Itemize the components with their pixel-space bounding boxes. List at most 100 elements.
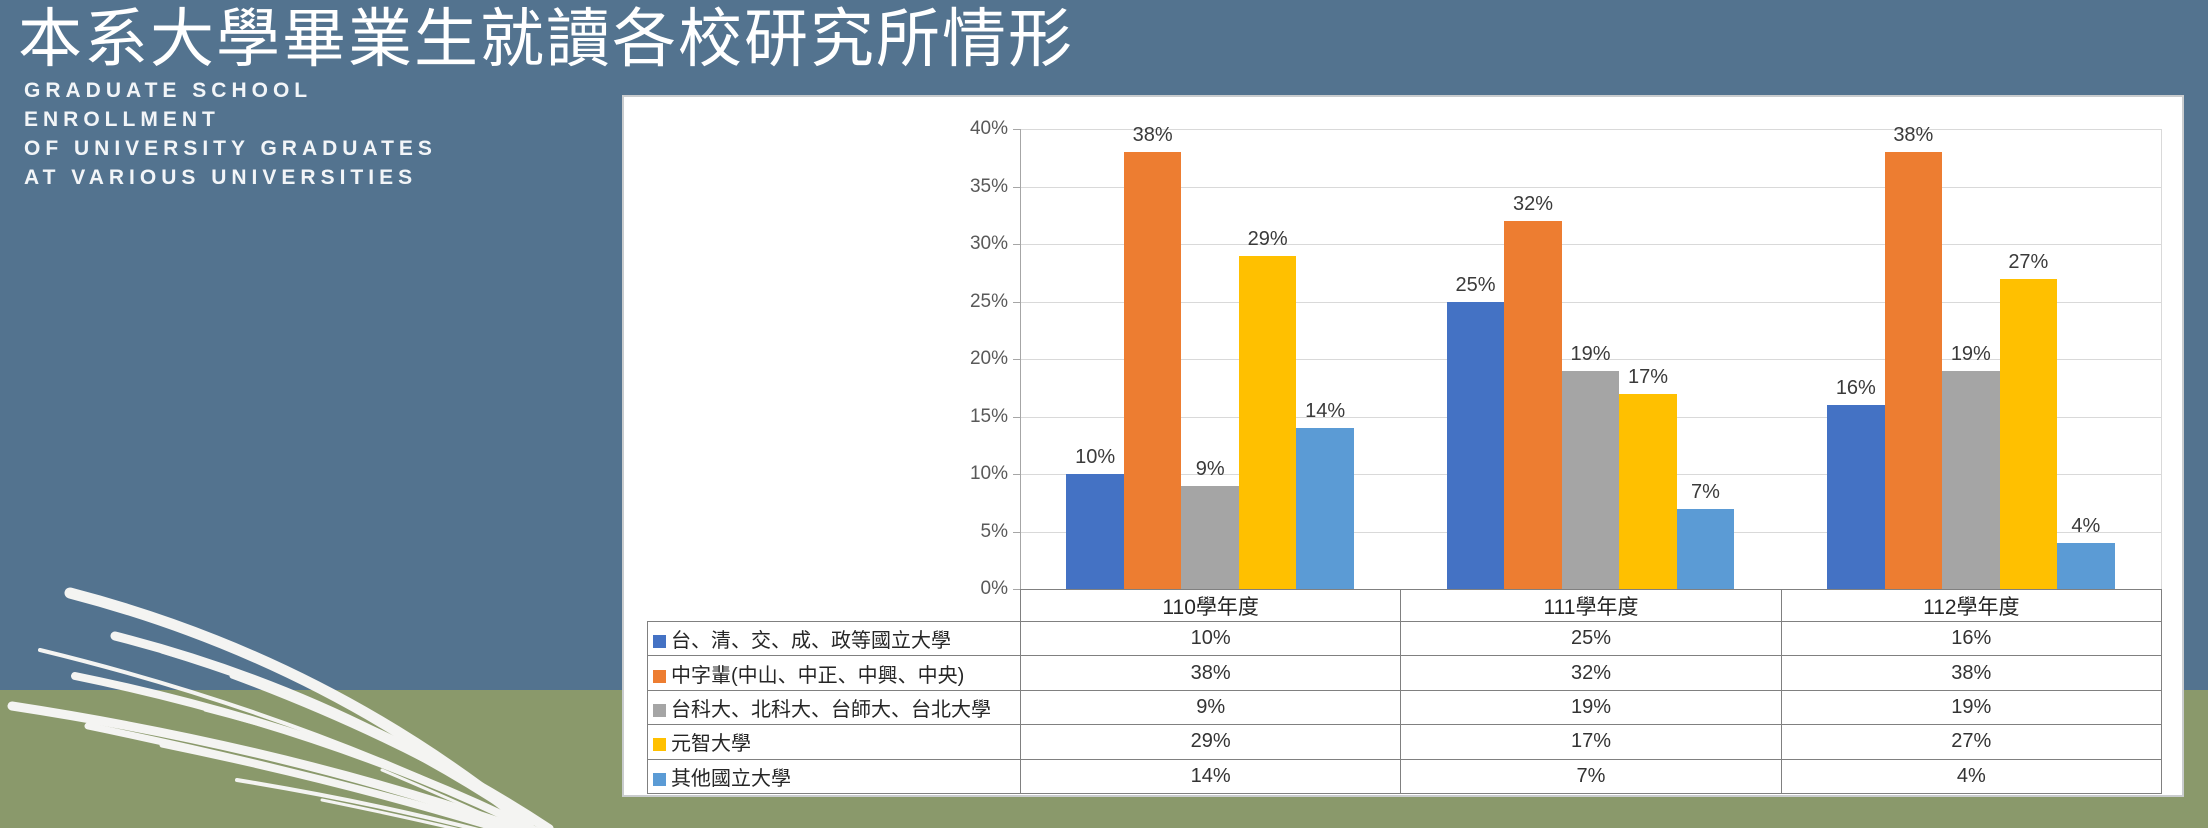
value-cell: 19% (1400, 689, 1782, 726)
y-axis-tick (1013, 301, 1020, 303)
value-cell: 14% (1019, 758, 1402, 794)
bar-value-label: 10% (1075, 446, 1116, 468)
bar-value-label: 14% (1305, 400, 1346, 422)
bar-1-cat-0 (1123, 152, 1182, 589)
y-axis-tick (1013, 589, 1020, 590)
value-cell: 7% (1400, 758, 1782, 794)
bar-value-label: 16% (1835, 377, 1876, 399)
bar-1-cat-2 (1884, 152, 1943, 589)
bar-value-label: 4% (2071, 515, 2101, 537)
legend-key-icon (653, 772, 666, 786)
y-axis-label: 10% (969, 463, 1008, 484)
value-cell: 4% (1780, 758, 2162, 794)
bar-1-cat-1 (1504, 221, 1562, 589)
y-axis-tick (1013, 186, 1020, 188)
bar-2-cat-2 (1942, 370, 2000, 589)
table-header-row: 110學年度 111學年度 112學年度 (648, 589, 2162, 622)
bar-value-label: 7% (1691, 480, 1720, 503)
bar-value-label: 19% (1570, 342, 1611, 365)
bar-0-cat-2 (1827, 405, 1885, 589)
series-name-cell: 其他國立大學 (647, 758, 1021, 794)
legend-key-icon (653, 635, 666, 649)
y-axis-tick (1013, 531, 1020, 533)
bar-value-label: 17% (1627, 365, 1669, 388)
y-gridline (1020, 129, 2161, 130)
value-cell: 29% (1019, 724, 1402, 760)
slide-subtitle: GRADUATE SCHOOL ENROLLMENT OF UNIVERSITY… (24, 76, 437, 192)
table-row: 台科大、北科大、台師大、台北大學 9% 19% 19% (647, 689, 2162, 726)
bar-value-label: 29% (1247, 227, 1288, 250)
value-cell: 38% (1019, 655, 1402, 691)
bar-0-cat-0 (1066, 474, 1124, 589)
value-cell: 19% (1780, 689, 2162, 726)
table-header-cell: 112學年度 (1780, 589, 2162, 622)
bar-3-cat-1 (1619, 393, 1677, 589)
y-axis-tick (1013, 359, 1020, 360)
data-table: 110學年度 111學年度 112學年度台、清、交、成、政等國立大學 10% 25% 16… (647, 589, 2162, 794)
series-name-cell: 台科大、北科大、台師大、台北大學 (647, 689, 1021, 726)
subtitle-line: GRADUATE SCHOOL (24, 79, 313, 102)
legend-key-icon (653, 738, 666, 752)
table-row: 中字輩(中山、中正、中興、中央) 38% 32% 38% (647, 655, 2162, 691)
y-axis-label: 20% (969, 348, 1008, 369)
bar-4-cat-1 (1676, 508, 1735, 589)
value-cell: 27% (1780, 724, 2162, 760)
value-cell: 38% (1780, 655, 2162, 691)
value-cell: 25% (1400, 620, 1782, 657)
value-cell: 17% (1400, 724, 1782, 760)
plot-right-border (2161, 129, 2162, 589)
bar-0-cat-1 (1446, 301, 1505, 589)
slide-title: 本系大學畢業生就讀各校研究所情形 (18, 3, 1074, 75)
bar-value-label: 38% (1893, 124, 1934, 146)
series-name: 台、清、交、成、政等國立大學 (671, 630, 951, 653)
bar-value-label: 32% (1512, 193, 1554, 215)
subtitle-line: AT VARIOUS UNIVERSITIES (24, 166, 418, 189)
bar-2-cat-0 (1181, 485, 1239, 589)
y-gridline (1020, 359, 2161, 360)
legend-key-icon (653, 703, 666, 717)
bar-value-label: 38% (1132, 124, 1173, 146)
table-row: 其他國立大學 14% 7% 4% (647, 758, 2162, 794)
subtitle-line: ENROLLMENT (24, 108, 220, 131)
y-axis-label: 35% (969, 175, 1008, 197)
y-axis-label: 30% (969, 233, 1008, 254)
y-gridline (1020, 301, 2161, 303)
bar-4-cat-0 (1296, 428, 1354, 589)
bar-value-label: 25% (1455, 273, 1496, 296)
series-name-cell: 中字輩(中山、中正、中興、中央) (647, 655, 1021, 691)
series-name: 台科大、北科大、台師大、台北大學 (671, 698, 991, 721)
series-name-cell: 元智大學 (647, 724, 1021, 760)
y-axis-label: 15% (969, 405, 1008, 427)
value-cell: 9% (1019, 689, 1402, 726)
grass-decoration (7, 587, 554, 828)
y-axis-tick (1013, 416, 1020, 418)
value-cell: 10% (1019, 620, 1402, 657)
bar-value-label: 9% (1195, 457, 1225, 480)
y-gridline (1020, 186, 2161, 188)
series-name: 元智大學 (671, 733, 751, 756)
table-corner-cell (648, 590, 1021, 622)
y-axis-tick (1013, 244, 1020, 245)
table-row: 台、清、交、成、政等國立大學 10% 25% 16% (647, 620, 2162, 657)
y-axis-label: 0% (980, 578, 1008, 599)
y-gridline (1020, 244, 2161, 245)
bar-value-label: 19% (1950, 342, 1991, 365)
bar-4-cat-2 (2057, 543, 2115, 589)
bar-2-cat-1 (1561, 370, 1620, 589)
y-axis-label: 25% (969, 290, 1008, 312)
y-axis-line (1020, 129, 1021, 589)
table-header-cell: 110學年度 (1019, 589, 1402, 622)
bar-3-cat-0 (1238, 255, 1297, 589)
table-header-cell: 111學年度 (1400, 589, 1782, 622)
table-row: 元智大學 29% 17% 27% (647, 724, 2162, 760)
bar-value-label: 27% (2008, 250, 2049, 273)
series-name: 其他國立大學 (671, 767, 791, 790)
chart-panel: 0% 5% 10% 15% 20% 25% 30% 35% 40% 10% 38% 9% 29% 14% 2… (622, 95, 2184, 797)
subtitle-line: OF UNIVERSITY GRADUATES (24, 137, 437, 160)
y-axis-tick (1013, 129, 1020, 130)
value-cell: 32% (1400, 655, 1782, 691)
series-name-cell: 台、清、交、成、政等國立大學 (647, 620, 1021, 657)
value-cell: 16% (1780, 620, 2162, 657)
bar-3-cat-2 (1999, 278, 2058, 589)
legend-key-icon (653, 669, 666, 683)
